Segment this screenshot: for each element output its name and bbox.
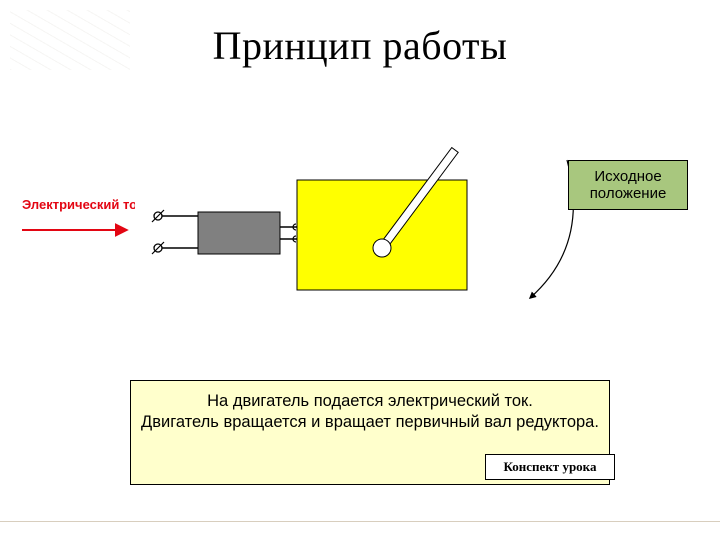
initial-position-callout: Исходное положение: [568, 160, 688, 210]
explanation-line-2: Двигатель вращается и вращает первичный …: [131, 412, 609, 433]
motor-body: [198, 212, 280, 254]
explanation-line-1: На двигатель подается электрический ток.: [131, 391, 609, 412]
slide-root: Принцип работы Электрический ток: [0, 0, 720, 540]
lesson-summary-button[interactable]: Конспект урока: [485, 454, 615, 480]
pivot-circle: [373, 239, 391, 257]
gearbox-body: [297, 180, 467, 290]
callout-arrow: [530, 160, 573, 298]
